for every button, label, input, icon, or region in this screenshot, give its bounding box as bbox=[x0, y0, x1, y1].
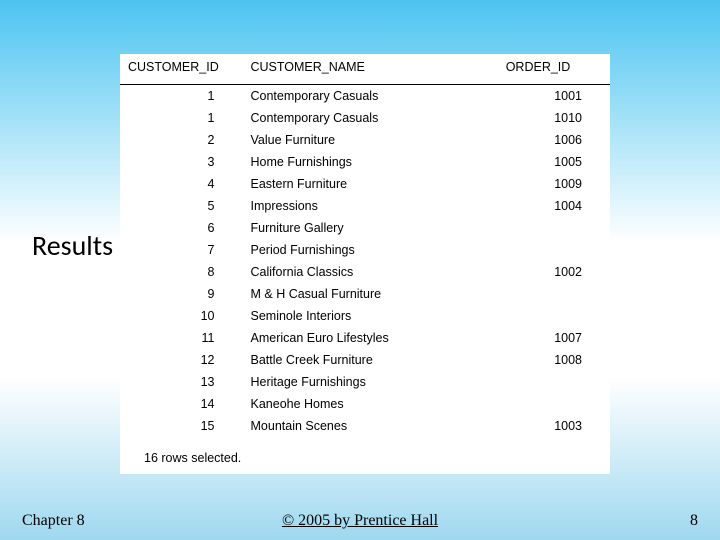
results-heading: Results bbox=[32, 228, 113, 263]
table-row: 12Battle Creek Furniture1008 bbox=[120, 349, 610, 371]
table-cell: Kaneohe Homes bbox=[243, 393, 498, 415]
table-cell bbox=[498, 371, 610, 393]
table-cell: 2 bbox=[120, 129, 243, 151]
table-cell: Home Furnishings bbox=[243, 151, 498, 173]
page-number: 8 bbox=[690, 512, 698, 530]
table-row: 15Mountain Scenes1003 bbox=[120, 415, 610, 437]
table-row: 8California Classics1002 bbox=[120, 261, 610, 283]
table-cell: 1010 bbox=[498, 107, 610, 129]
table-row: 5Impressions1004 bbox=[120, 195, 610, 217]
table-cell: Battle Creek Furniture bbox=[243, 349, 498, 371]
table-body: 1Contemporary Casuals10011Contemporary C… bbox=[120, 85, 610, 438]
table-cell: 1 bbox=[120, 85, 243, 108]
table-row: 11American Euro Lifestyles1007 bbox=[120, 327, 610, 349]
results-table: CUSTOMER_ID CUSTOMER_NAME ORDER_ID 1Cont… bbox=[120, 54, 610, 437]
table-row: 2Value Furniture1006 bbox=[120, 129, 610, 151]
table-cell: 1004 bbox=[498, 195, 610, 217]
table-cell bbox=[498, 217, 610, 239]
table-cell: 6 bbox=[120, 217, 243, 239]
table-cell: 5 bbox=[120, 195, 243, 217]
copyright-text: © 2005 by Prentice Hall bbox=[282, 512, 438, 530]
table-cell bbox=[498, 393, 610, 415]
table-cell: American Euro Lifestyles bbox=[243, 327, 498, 349]
table-cell: Mountain Scenes bbox=[243, 415, 498, 437]
table-cell: 10 bbox=[120, 305, 243, 327]
table-cell: 4 bbox=[120, 173, 243, 195]
table-cell: 1009 bbox=[498, 173, 610, 195]
table-row: 13Heritage Furnishings bbox=[120, 371, 610, 393]
table-cell: 1007 bbox=[498, 327, 610, 349]
table-cell: Furniture Gallery bbox=[243, 217, 498, 239]
table-cell: Contemporary Casuals bbox=[243, 107, 498, 129]
slide: Results CUSTOMER_ID CUSTOMER_NAME ORDER_… bbox=[0, 0, 720, 540]
table-row: 6Furniture Gallery bbox=[120, 217, 610, 239]
col-header-customer-id: CUSTOMER_ID bbox=[120, 54, 243, 85]
table-cell bbox=[498, 305, 610, 327]
col-header-customer-name: CUSTOMER_NAME bbox=[243, 54, 498, 85]
table-row: 1Contemporary Casuals1010 bbox=[120, 107, 610, 129]
table-cell: Eastern Furniture bbox=[243, 173, 498, 195]
table-cell: 1005 bbox=[498, 151, 610, 173]
table-cell: 1001 bbox=[498, 85, 610, 108]
table-cell: 1008 bbox=[498, 349, 610, 371]
table-header-row: CUSTOMER_ID CUSTOMER_NAME ORDER_ID bbox=[120, 54, 610, 85]
rows-selected-status: 16 rows selected. bbox=[120, 437, 610, 465]
table-row: 7Period Furnishings bbox=[120, 239, 610, 261]
table-row: 1Contemporary Casuals1001 bbox=[120, 85, 610, 108]
table-row: 14Kaneohe Homes bbox=[120, 393, 610, 415]
table-row: 10Seminole Interiors bbox=[120, 305, 610, 327]
col-header-order-id: ORDER_ID bbox=[498, 54, 610, 85]
table-row: 3Home Furnishings1005 bbox=[120, 151, 610, 173]
table-row: 4Eastern Furniture1009 bbox=[120, 173, 610, 195]
table-cell: Seminole Interiors bbox=[243, 305, 498, 327]
table-cell: 13 bbox=[120, 371, 243, 393]
table-cell: Period Furnishings bbox=[243, 239, 498, 261]
table-cell: 1003 bbox=[498, 415, 610, 437]
table-cell bbox=[498, 283, 610, 305]
table-cell: 1 bbox=[120, 107, 243, 129]
table-cell: 15 bbox=[120, 415, 243, 437]
table-cell: 8 bbox=[120, 261, 243, 283]
table-row: 9M & H Casual Furniture bbox=[120, 283, 610, 305]
table-cell: 14 bbox=[120, 393, 243, 415]
table-cell: 9 bbox=[120, 283, 243, 305]
table-cell: California Classics bbox=[243, 261, 498, 283]
query-results-panel: CUSTOMER_ID CUSTOMER_NAME ORDER_ID 1Cont… bbox=[120, 54, 610, 474]
table-cell: 12 bbox=[120, 349, 243, 371]
table-cell: Value Furniture bbox=[243, 129, 498, 151]
table-cell: Contemporary Casuals bbox=[243, 85, 498, 108]
table-cell: 11 bbox=[120, 327, 243, 349]
table-cell: Impressions bbox=[243, 195, 498, 217]
chapter-label: Chapter 8 bbox=[22, 512, 85, 530]
table-cell: 7 bbox=[120, 239, 243, 261]
table-cell: M & H Casual Furniture bbox=[243, 283, 498, 305]
table-cell: 1006 bbox=[498, 129, 610, 151]
table-cell: Heritage Furnishings bbox=[243, 371, 498, 393]
table-cell bbox=[498, 239, 610, 261]
table-cell: 3 bbox=[120, 151, 243, 173]
table-cell: 1002 bbox=[498, 261, 610, 283]
